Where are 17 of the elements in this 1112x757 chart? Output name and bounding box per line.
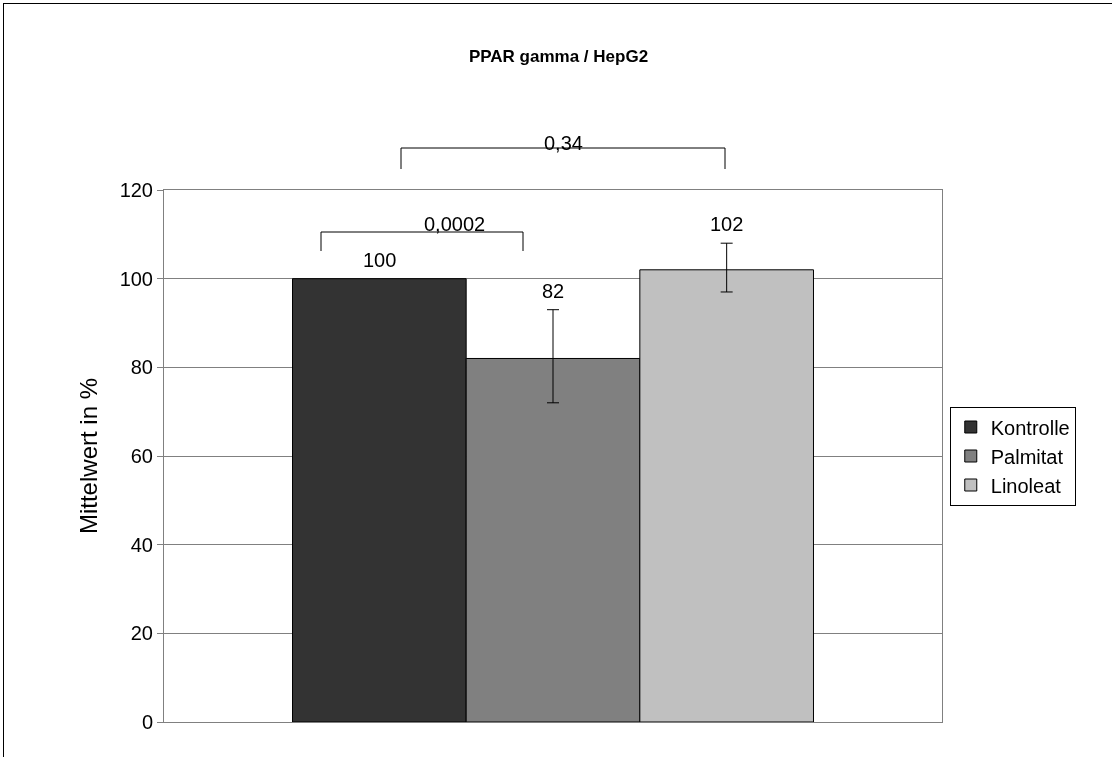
y-tick-label: 60	[130, 445, 153, 467]
text: 0,34	[544, 132, 583, 154]
legend-label: Palmitat	[990, 445, 1064, 468]
y-tick-label: 20	[130, 622, 153, 645]
data-label: 102	[710, 213, 744, 235]
chart-title: PPAR gamma / HepG2	[468, 46, 649, 66]
y-tick-label: 80	[130, 356, 153, 379]
y-tick-label: 120	[119, 179, 153, 201]
legend-label: Kontrolle	[990, 416, 1070, 439]
y-tick-label: 0	[141, 711, 153, 733]
y-axis-title: Mittelwert in %	[74, 377, 102, 535]
legend-label: Linoleat	[990, 474, 1062, 497]
data-label: 82	[542, 280, 565, 302]
y-tick-label: 100	[119, 267, 153, 290]
annotation: 0,0002	[424, 213, 486, 235]
y-tick-label: 40	[130, 533, 153, 556]
data-label: 100	[363, 249, 397, 271]
